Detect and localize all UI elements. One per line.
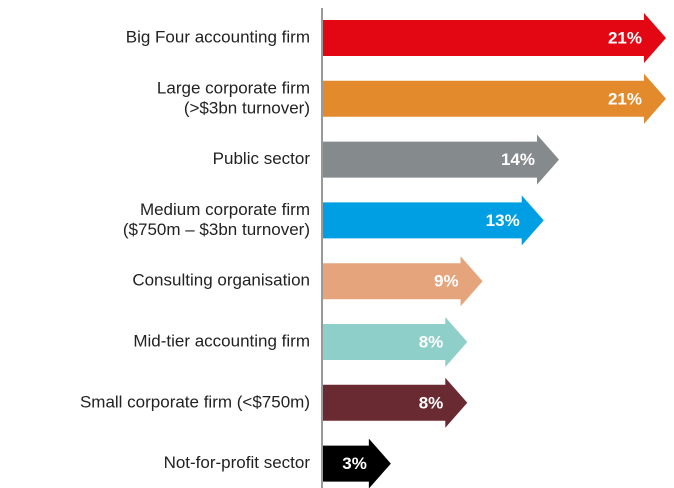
- category-label: Public sector: [213, 149, 311, 168]
- value-label: 13%: [486, 211, 520, 230]
- value-label: 8%: [419, 332, 444, 351]
- bar: [323, 438, 391, 488]
- value-label: 21%: [608, 89, 642, 108]
- category-label: Medium corporate firm: [140, 200, 310, 219]
- category-label: Big Four accounting firm: [126, 27, 310, 46]
- bar: [323, 195, 544, 246]
- category-label: Large corporate firm: [157, 78, 310, 97]
- bar: [323, 256, 483, 307]
- bar: [323, 377, 468, 428]
- category-label: Mid-tier accounting firm: [133, 331, 310, 350]
- category-label: Consulting organisation: [132, 271, 310, 290]
- value-label: 3%: [342, 454, 367, 473]
- category-label: Small corporate firm (<$750m): [80, 392, 310, 411]
- bar: [323, 73, 666, 124]
- bar: [323, 317, 468, 367]
- category-label: ($750m – $3bn turnover): [123, 220, 310, 239]
- value-label: 14%: [501, 150, 535, 169]
- bar: [323, 134, 559, 185]
- bar: [323, 13, 666, 63]
- value-label: 9%: [434, 272, 459, 291]
- category-label: (>$3bn turnover): [184, 98, 310, 117]
- value-label: 8%: [419, 393, 444, 412]
- value-label: 21%: [608, 28, 642, 47]
- category-label: Not-for-profit sector: [164, 453, 311, 472]
